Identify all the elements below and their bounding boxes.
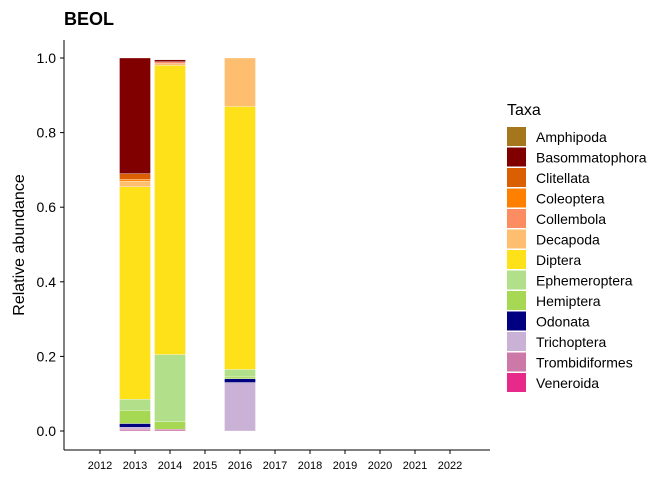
y-tick-label: 0.4: [37, 274, 57, 290]
bar-segment-2016-diptera: [224, 106, 256, 370]
bar-segment-2013-trombidiformes: [119, 428, 151, 432]
bar-segment-2013-clitellata: [119, 173, 151, 180]
x-tick-label: 2021: [403, 460, 427, 472]
x-tick-label: 2015: [193, 460, 217, 472]
x-tick-label: 2012: [88, 460, 112, 472]
bar-segment-2013-decapoda: [119, 180, 151, 187]
x-tick-label: 2018: [298, 460, 322, 472]
legend-swatch-trombidiformes: [507, 352, 526, 372]
bar-segment-2016-hemiptera: [224, 376, 256, 379]
legend-swatch-collembola: [507, 209, 526, 228]
legend-label-veneroida: Veneroida: [536, 375, 599, 391]
legend-swatch-veneroida: [507, 373, 526, 392]
x-tick-label: 2014: [158, 460, 182, 472]
legend-label-decapoda: Decapoda: [536, 232, 600, 248]
bar-segment-2014-hemiptera: [154, 421, 186, 430]
legend-label-odonata: Odonata: [536, 314, 590, 330]
bar-segment-2014-decapoda: [154, 63, 186, 66]
bar-segment-2016-odonata: [224, 378, 256, 383]
x-tick-label: 2017: [263, 460, 287, 472]
y-tick-label: 1.0: [37, 50, 57, 66]
bar-segment-2014-diptera: [154, 65, 186, 355]
legend-swatch-odonata: [507, 311, 526, 331]
bar-segment-2014-collembola: [154, 61, 186, 64]
x-tick-label: 2020: [368, 460, 392, 472]
bar-segment-2016-trichoptera: [224, 382, 256, 432]
chart-title: BEOL: [64, 9, 114, 29]
legend-label-trombidiformes: Trombidiformes: [536, 355, 633, 371]
axes-layer: 0.0 0.2 0.4 0.6 0.8 1.0 2012 2013 2014 2015 2016 20…: [37, 40, 490, 472]
y-tick-label: 0.2: [37, 348, 57, 364]
legend-label-coleoptera: Coleoptera: [536, 191, 605, 207]
legend-label-ephemeroptera: Ephemeroptera: [536, 273, 633, 289]
legend-label-basommatophora: Basommatophora: [536, 150, 647, 166]
bar-segment-2016-ephemeroptera: [224, 369, 256, 378]
x-tick-label: 2019: [333, 460, 357, 472]
bar-segment-2013-trichoptera: [119, 427, 151, 430]
bar-segment-2013-hemiptera: [119, 410, 151, 424]
bar-segment-2013-basommatophora: [119, 57, 151, 174]
bar-segment-2013-coleoptera: [119, 179, 151, 182]
x-tick-label: 2013: [123, 460, 147, 472]
y-axis-title: Relative abundance: [11, 174, 28, 316]
legend-label-amphipoda: Amphipoda: [536, 129, 607, 145]
bar-segment-2014-ephemeroptera: [154, 354, 186, 422]
legend-label-trichoptera: Trichoptera: [536, 334, 607, 350]
legend-label-diptera: Diptera: [536, 252, 581, 268]
bar-segment-2014-trombidiformes: [154, 428, 186, 432]
legend-label-collembola: Collembola: [536, 211, 606, 227]
legend-swatch-clitellata: [507, 168, 526, 187]
legend-swatch-trichoptera: [507, 332, 526, 351]
bar-segment-2013-diptera: [119, 186, 151, 400]
legend-swatch-coleoptera: [507, 188, 526, 208]
legend-label-hemiptera: Hemiptera: [536, 293, 601, 309]
x-tick-label: 2022: [438, 460, 462, 472]
legend: Taxa Amphipoda Basommatophora Clitellata Co…: [507, 102, 647, 392]
y-tick-label: 0.0: [37, 423, 57, 439]
bar-segment-2016-decapoda: [224, 57, 256, 107]
bar-segment-2013-odonata: [119, 423, 151, 428]
legend-swatch-diptera: [507, 250, 526, 269]
legend-swatch-basommatophora: [507, 147, 526, 167]
legend-swatch-hemiptera: [507, 291, 526, 310]
y-tick-label: 0.8: [37, 125, 57, 141]
legend-swatch-decapoda: [507, 229, 526, 249]
legend-swatch-ephemeroptera: [507, 270, 526, 290]
legend-label-clitellata: Clitellata: [536, 170, 590, 186]
legend-swatch-amphipoda: [507, 127, 526, 146]
bar-segment-2013-ephemeroptera: [119, 399, 151, 411]
x-tick-label: 2016: [228, 460, 252, 472]
legend-title: Taxa: [507, 102, 541, 119]
bars-layer: [119, 57, 256, 432]
bar-segment-2014-basommatophora: [154, 59, 186, 62]
y-tick-label: 0.6: [37, 199, 57, 215]
